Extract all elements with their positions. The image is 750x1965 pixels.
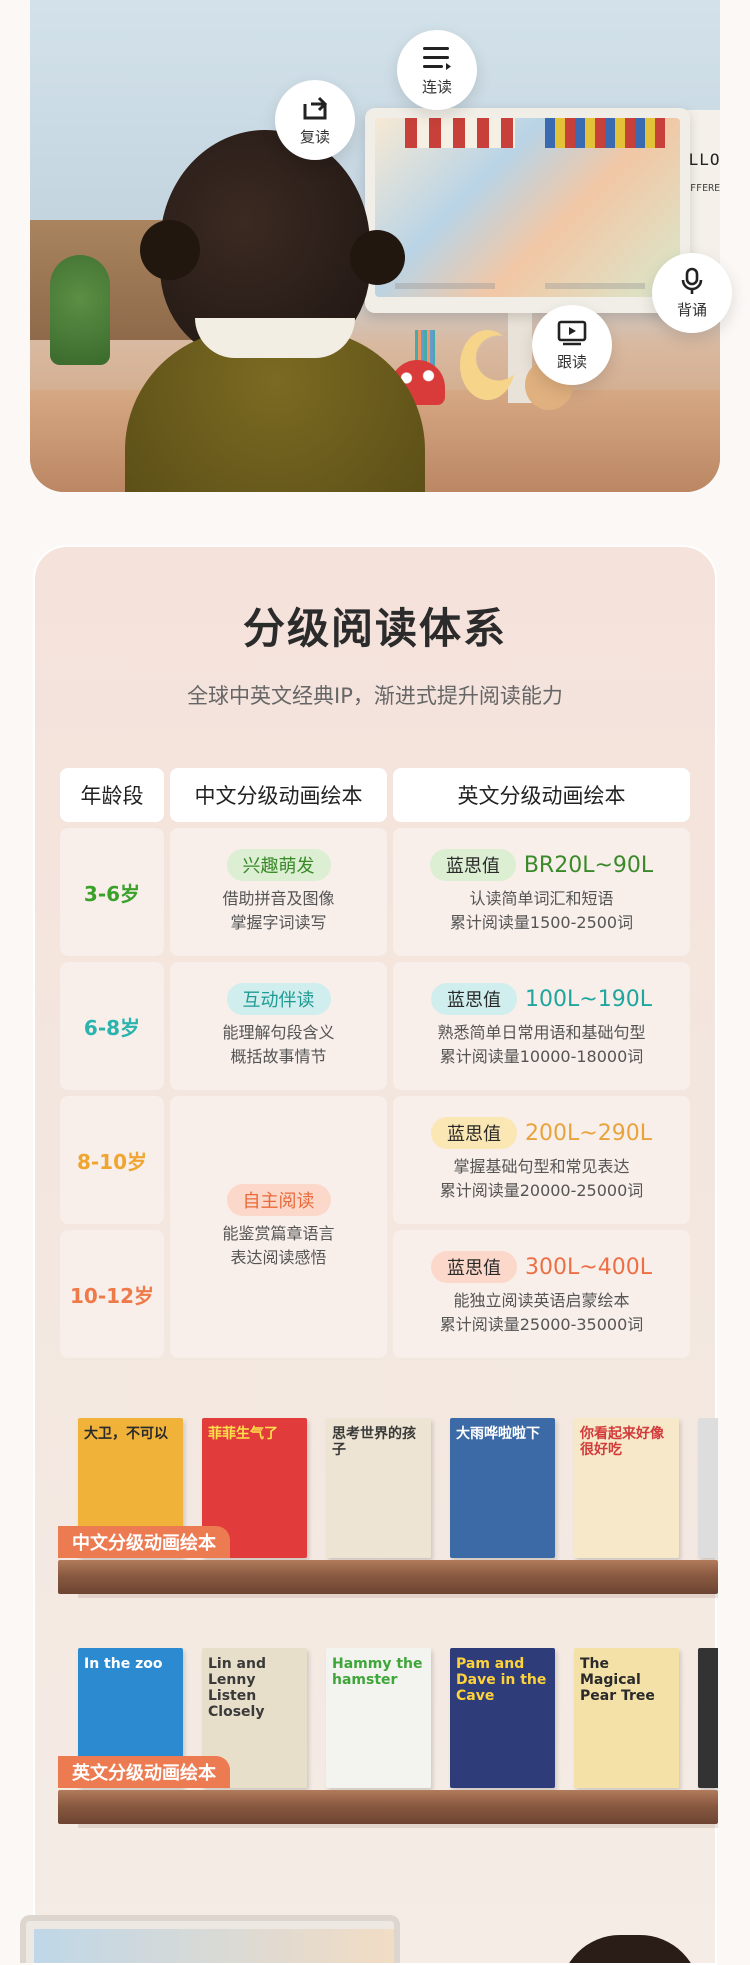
list-icon	[423, 46, 451, 70]
lexile-tag: 蓝思值	[431, 983, 518, 1015]
english-cell: 蓝思值 300L~400L 能独立阅读英语启蒙绘本 累计阅读量25000-350…	[393, 1230, 690, 1358]
desc-line: 掌握基础句型和常见表达	[453, 1157, 630, 1176]
book-title: 菲菲生气了	[208, 1426, 278, 1442]
book-title: 你看起来好像很好吃	[580, 1426, 664, 1458]
desc-line: 能鉴赏篇章语言	[222, 1224, 335, 1243]
lexile-value: 200L~290L	[525, 1120, 652, 1146]
recite-button[interactable]: 背诵	[652, 253, 732, 333]
chinese-cell-merged: 自主阅读 能鉴赏篇章语言 表达阅读感悟	[170, 1096, 387, 1358]
book-cover-partial[interactable]	[698, 1418, 718, 1558]
shelf-shadow	[78, 1824, 718, 1828]
desc-line: 熟悉简单日常用语和基础句型	[437, 1023, 646, 1042]
desc-line: 掌握字词读写	[230, 913, 327, 932]
follow-read-label: 跟读	[556, 352, 587, 371]
lexile-value: 100L~190L	[525, 986, 652, 1012]
lexile-tag: 蓝思值	[429, 849, 516, 881]
section-subtitle: 全球中英文经典IP，渐进式提升阅读能力	[187, 684, 563, 708]
lexile-value: BR20L~90L	[523, 852, 654, 878]
book-title: The Magical Pear Tree	[580, 1656, 655, 1704]
hair-bun	[350, 230, 405, 285]
moon-lamp	[460, 330, 515, 400]
desc-line: 能独立阅读英语启蒙绘本	[453, 1291, 630, 1310]
device-screen	[375, 118, 680, 297]
desc-line: 概括故事情节	[230, 1047, 327, 1066]
desc-line: 能理解句段含义	[222, 1023, 335, 1042]
microphone-icon	[681, 267, 703, 294]
book-cover[interactable]: 思考世界的孩子	[326, 1418, 431, 1558]
desc-line: 累计阅读量25000-35000词	[439, 1315, 644, 1334]
recite-label: 背诵	[676, 300, 707, 319]
lexile-tag: 蓝思值	[431, 1251, 518, 1283]
english-description: 熟悉简单日常用语和基础句型 累计阅读量10000-18000词	[437, 1021, 645, 1069]
book-title: Lin and Lenny Listen Closely	[208, 1656, 266, 1720]
age-cell: 10-12岁	[60, 1230, 164, 1358]
chinese-cell: 兴趣萌发 借助拼音及图像 掌握字词读写	[170, 828, 387, 956]
book-title: 思考世界的孩子	[332, 1426, 416, 1458]
book-title: 大卫，不可以	[84, 1426, 168, 1442]
stage-tag: 兴趣萌发	[226, 849, 331, 881]
follow-read-button[interactable]: 跟读	[532, 305, 612, 385]
book-title: 大雨哗啦啦下	[456, 1426, 540, 1442]
stage-tag: 自主阅读	[226, 1184, 331, 1216]
header-english: 英文分级动画绘本	[393, 768, 690, 822]
repeat-read-label: 复读	[299, 127, 330, 146]
chinese-description: 能理解句段含义 概括故事情节	[222, 1021, 334, 1069]
age-cell: 3-6岁	[60, 828, 164, 956]
shelf-plank	[58, 1790, 718, 1824]
desc-line: 借助拼音及图像	[222, 889, 335, 908]
stage-tag: 互动伴读	[226, 983, 331, 1015]
book-cover-partial[interactable]	[698, 1648, 718, 1788]
age-cell: 8-10岁	[60, 1096, 164, 1224]
book-title: Hammy the hamster	[332, 1656, 423, 1688]
repeat-read-button[interactable]: 复读	[275, 80, 355, 160]
illustration-awning	[545, 118, 665, 148]
header-chinese: 中文分级动画绘本	[170, 768, 387, 822]
illustration-text	[395, 283, 495, 289]
desc-line: 表达阅读感悟	[230, 1248, 327, 1267]
repeat-icon	[303, 96, 328, 119]
next-section-photo	[20, 1915, 710, 1963]
english-description: 能独立阅读英语启蒙绘本 累计阅读量25000-35000词	[440, 1289, 644, 1337]
english-bookshelf: In the zoo Lin and Lenny Listen Closely …	[58, 1648, 718, 1828]
english-cell: 蓝思值 100L~190L 熟悉简单日常用语和基础句型 累计阅读量10000-1…	[393, 962, 690, 1090]
hair-bun	[140, 220, 200, 280]
plant-image	[50, 255, 110, 365]
desc-line: 累计阅读量10000-18000词	[439, 1047, 644, 1066]
book-cover[interactable]: 大雨哗啦啦下	[450, 1418, 555, 1558]
chinese-description: 能鉴赏篇章语言 表达阅读感悟	[222, 1222, 334, 1270]
illustration-text	[545, 283, 645, 289]
reading-device	[365, 108, 690, 313]
lexile-tag: 蓝思值	[431, 1117, 518, 1149]
book-title: In the zoo	[84, 1656, 163, 1672]
shelf-shadow	[78, 1594, 718, 1598]
book-cover[interactable]: Pam and Dave in the Cave	[450, 1648, 555, 1788]
chinese-cell: 互动伴读 能理解句段含义 概括故事情节	[170, 962, 387, 1090]
desc-line: 累计阅读量1500-2500词	[449, 913, 634, 932]
play-icon	[557, 320, 587, 345]
header-age: 年龄段	[60, 768, 164, 822]
continuous-read-label: 连读	[421, 77, 452, 96]
english-shelf-label: 英文分级动画绘本	[58, 1756, 230, 1788]
book-cover[interactable]: Hammy the hamster	[326, 1648, 431, 1788]
english-description: 掌握基础句型和常见表达 累计阅读量20000-25000词	[440, 1155, 644, 1203]
desc-line: 认读简单词汇和短语	[469, 889, 614, 908]
chinese-bookshelf: 大卫，不可以 菲菲生气了 思考世界的孩子 大雨哗啦啦下 你看起来好像很好吃	[58, 1418, 718, 1598]
english-description: 认读简单词汇和短语 累计阅读量1500-2500词	[450, 887, 633, 935]
continuous-read-button[interactable]: 连读	[397, 30, 477, 110]
hero-photo: ELLO E DIFFERE	[30, 0, 720, 492]
chinese-shelf-label: 中文分级动画绘本	[58, 1526, 230, 1558]
book-cover[interactable]: 你看起来好像很好吃	[574, 1418, 679, 1558]
desc-line: 累计阅读量20000-25000词	[439, 1181, 644, 1200]
illustration-awning	[405, 118, 515, 148]
english-cell: 蓝思值 200L~290L 掌握基础句型和常见表达 累计阅读量20000-250…	[393, 1096, 690, 1224]
book-cover[interactable]: The Magical Pear Tree	[574, 1648, 679, 1788]
section-title: 分级阅读体系	[242, 604, 507, 653]
shelf-plank	[58, 1560, 718, 1594]
english-cell: 蓝思值 BR20L~90L 认读简单词汇和短语 累计阅读量1500-2500词	[393, 828, 690, 956]
child-collar	[195, 318, 355, 358]
lexile-value: 300L~400L	[525, 1254, 652, 1280]
chinese-description: 借助拼音及图像 掌握字词读写	[222, 887, 334, 935]
book-title: Pam and Dave in the Cave	[456, 1656, 547, 1704]
age-cell: 6-8岁	[60, 962, 164, 1090]
